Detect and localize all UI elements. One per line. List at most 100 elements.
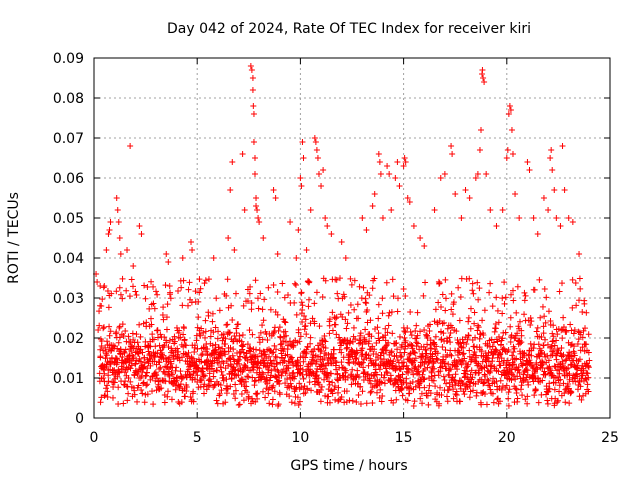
data-point — [494, 338, 501, 345]
y-tick-label: 0.05 — [53, 211, 84, 227]
data-point — [553, 337, 560, 344]
data-point — [139, 349, 146, 356]
data-point — [431, 365, 438, 372]
data-point — [198, 352, 205, 359]
data-point — [225, 348, 232, 355]
data-point — [103, 385, 110, 392]
data-point — [141, 359, 148, 366]
data-point — [329, 379, 336, 386]
data-point — [210, 255, 217, 261]
data-point — [576, 393, 583, 400]
data-point — [436, 400, 443, 407]
data-point — [297, 333, 304, 340]
data-point — [387, 378, 394, 385]
data-point — [507, 323, 514, 330]
data-point — [240, 397, 247, 404]
data-point — [342, 316, 349, 323]
data-point — [322, 215, 329, 221]
data-point — [551, 187, 558, 193]
data-point — [347, 275, 354, 282]
data-point — [244, 341, 251, 348]
data-point — [201, 280, 208, 287]
data-point — [465, 314, 472, 321]
data-point — [576, 297, 583, 304]
data-point — [389, 330, 396, 337]
data-point — [547, 367, 554, 374]
data-point — [421, 365, 428, 372]
data-point — [254, 207, 261, 213]
data-point — [285, 291, 291, 298]
data-point — [281, 318, 288, 325]
data-point — [144, 365, 151, 372]
data-point — [482, 373, 489, 380]
data-point — [151, 305, 158, 312]
data-point — [135, 350, 142, 357]
data-point — [333, 314, 340, 321]
data-point — [472, 175, 479, 181]
data-point — [483, 171, 490, 177]
data-point — [280, 338, 287, 345]
data-point — [476, 285, 483, 292]
data-point — [131, 372, 138, 379]
data-point — [533, 361, 540, 368]
data-point — [215, 344, 222, 351]
data-point — [192, 288, 199, 295]
data-point — [566, 376, 573, 383]
data-point — [97, 346, 104, 353]
data-point — [97, 399, 104, 406]
data-point — [399, 392, 406, 399]
data-point — [444, 325, 451, 332]
data-point — [440, 373, 447, 380]
data-point — [367, 317, 374, 324]
data-point — [150, 300, 157, 307]
data-point — [100, 374, 107, 381]
data-point — [493, 223, 500, 229]
data-point — [558, 280, 565, 287]
data-point — [467, 325, 474, 332]
data-point — [353, 355, 360, 362]
data-point — [466, 195, 473, 201]
data-point — [274, 311, 281, 318]
data-point — [260, 388, 267, 395]
data-point — [210, 373, 217, 380]
data-point — [265, 366, 272, 373]
data-point — [332, 321, 339, 328]
data-point — [400, 163, 407, 169]
data-point — [240, 349, 247, 356]
data-point — [195, 298, 202, 305]
data-point — [202, 328, 209, 335]
data-point — [576, 356, 583, 363]
data-point — [499, 335, 506, 342]
data-point — [178, 284, 185, 291]
data-point — [489, 343, 496, 350]
data-point — [551, 400, 558, 407]
data-point — [421, 384, 428, 391]
data-point — [222, 335, 229, 342]
data-point — [549, 352, 556, 359]
data-point — [306, 278, 313, 285]
data-point — [379, 215, 386, 221]
data-point — [201, 372, 208, 379]
data-point — [516, 318, 523, 325]
data-point — [414, 309, 421, 316]
data-point — [566, 370, 573, 377]
data-point — [449, 311, 456, 318]
data-point — [135, 382, 142, 389]
data-point — [553, 356, 560, 363]
data-point — [517, 375, 524, 382]
data-point — [426, 321, 433, 328]
data-point — [441, 377, 448, 384]
data-point — [156, 359, 163, 366]
data-point — [239, 332, 246, 339]
data-point — [207, 378, 214, 385]
data-point — [541, 286, 548, 293]
data-point — [450, 386, 457, 393]
data-point — [135, 343, 142, 350]
data-point — [144, 391, 151, 398]
data-point — [263, 376, 270, 383]
data-point — [161, 399, 168, 406]
data-point — [484, 376, 491, 383]
data-point — [113, 288, 120, 295]
data-point — [458, 215, 465, 221]
